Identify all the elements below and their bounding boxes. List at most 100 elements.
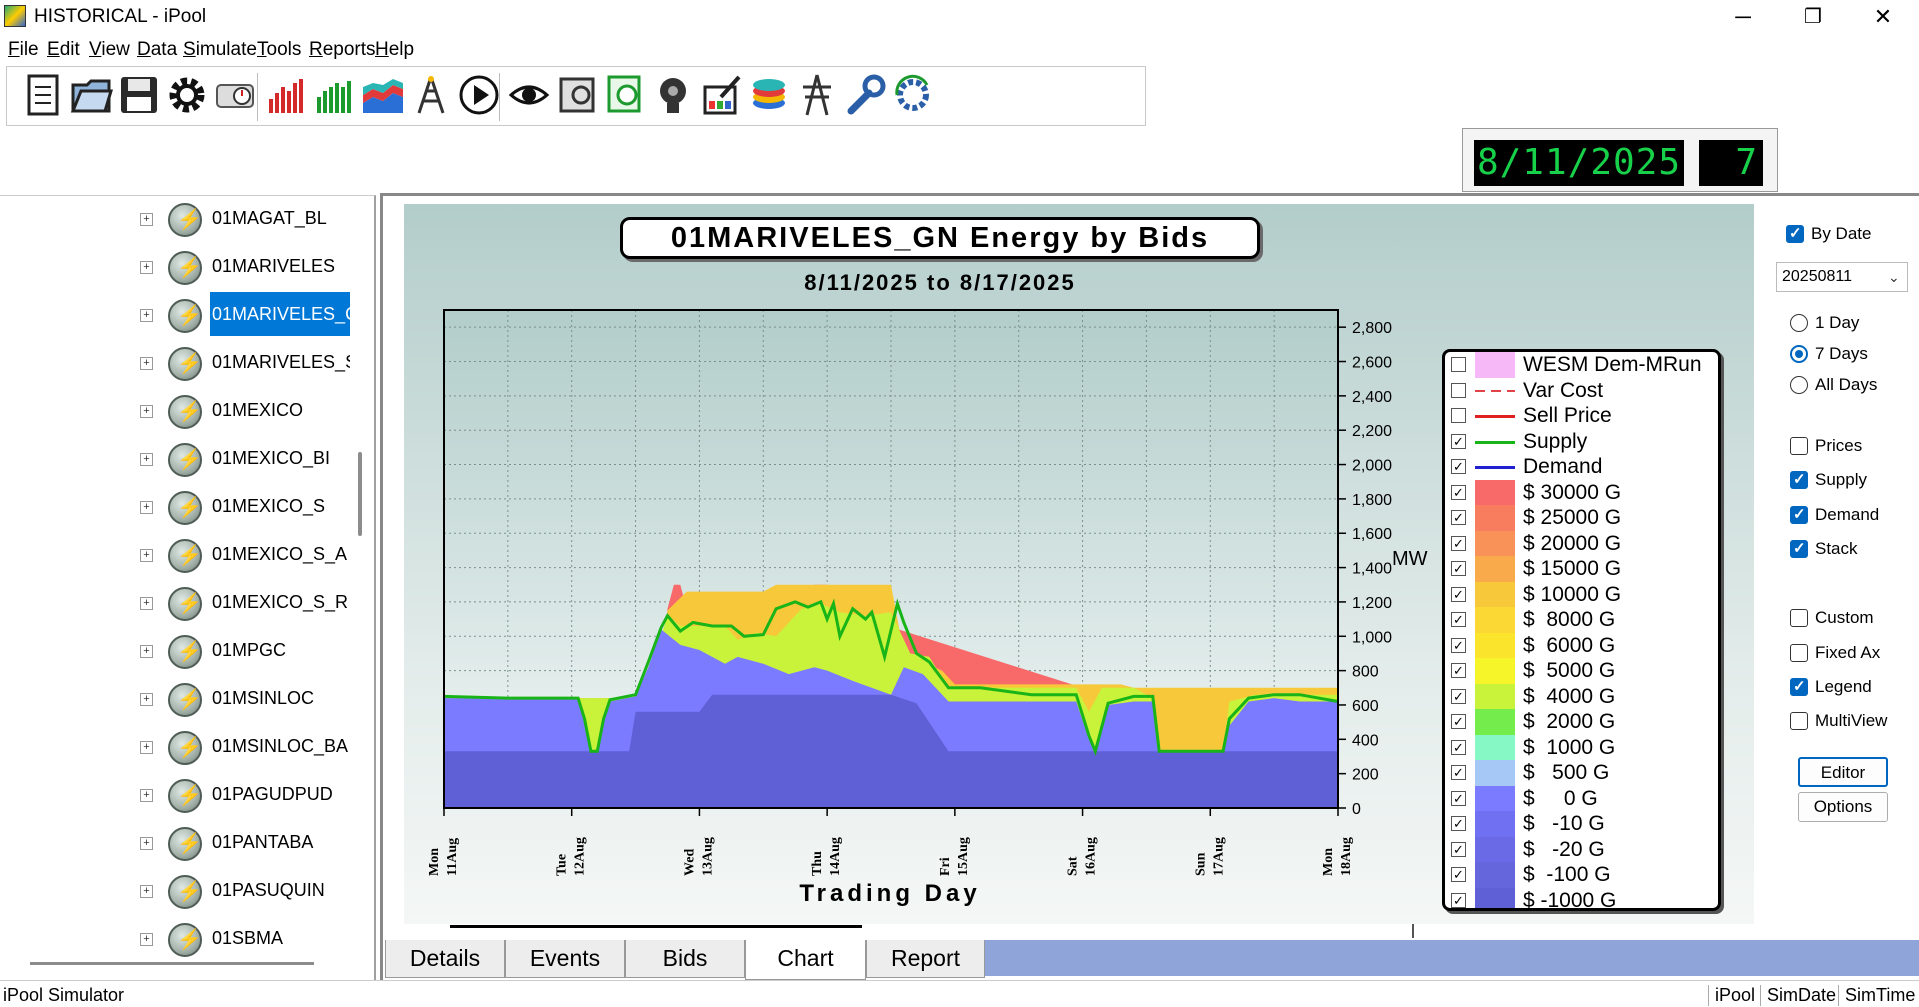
tree-item[interactable]: +01MSINLOC [0,676,350,720]
expand-icon[interactable]: + [140,741,153,754]
magnify-chart-button[interactable] [599,71,651,123]
series-stack-checkbox[interactable] [1790,539,1808,558]
expand-icon[interactable]: + [140,501,153,514]
range-radio[interactable] [1790,345,1808,363]
legend-checkbox[interactable]: ✓ [1451,892,1466,908]
legend-checkbox[interactable] [1451,408,1466,423]
legend-checkbox[interactable]: ✓ [1451,739,1466,755]
editor-button[interactable]: Editor [1798,757,1888,787]
tree-item[interactable]: +01PAGUDPUD [0,772,350,816]
legend-item[interactable]: Var Cost [1445,378,1718,404]
tree-item[interactable]: +01MARIVELES_S [0,340,350,384]
tree-item[interactable]: +01SBMA [0,916,350,960]
legend-item[interactable]: ✓ $ 6000 G [1445,632,1718,659]
legend-checkbox[interactable]: ✓ [1451,688,1466,704]
settings-gear-button[interactable] [161,71,213,123]
transmission-tower-button[interactable] [791,71,843,123]
legend-item[interactable]: ✓ $ 20000 G [1445,530,1718,557]
tree-item[interactable]: +01MAGAT_BL [0,196,350,240]
new-document-button[interactable] [17,71,69,123]
tree-vertical-scrollbar[interactable] [358,452,362,536]
expand-icon[interactable]: + [140,309,153,322]
range-radio[interactable] [1790,376,1808,394]
legend-item[interactable]: ✓ $ 25000 G [1445,505,1718,531]
minimize-button[interactable]: ─ [1735,4,1751,29]
menu-data[interactable]: Data [137,39,177,61]
legend-checkbox[interactable]: ✓ [1451,867,1466,882]
legend-checkbox[interactable]: ✓ [1451,535,1466,551]
legend-item[interactable]: ✓ $ -20 G [1445,836,1718,863]
legend-checkbox[interactable]: ✓ [1451,459,1466,474]
series-supply-checkbox[interactable] [1790,470,1808,489]
legend-checkbox[interactable]: ✓ [1451,510,1466,525]
expand-icon[interactable]: + [140,645,153,658]
menu-help[interactable]: Help [375,39,414,61]
timer-button[interactable] [209,71,261,123]
tree-item[interactable]: +01MPGC [0,628,350,672]
tree-item[interactable]: +01MSINLOC_BA [0,724,350,768]
option-legend-checkbox[interactable] [1790,677,1808,696]
legend-item[interactable]: ✓ $ 500 G [1445,760,1718,786]
tab-bids[interactable]: Bids [625,940,745,978]
legend-item[interactable]: ✓ $ 10000 G [1445,581,1718,608]
option-fixed-ax-checkbox[interactable] [1790,644,1808,662]
tab-chart[interactable]: Chart [745,940,866,980]
expand-icon[interactable]: + [140,213,153,226]
chevron-down-icon[interactable]: ⌄ [1888,269,1900,285]
legend-checkbox[interactable]: ✓ [1451,561,1466,576]
legend-item[interactable]: Sell Price [1445,403,1718,429]
layers-button[interactable] [743,71,795,123]
menu-tools[interactable]: Tools [257,39,301,61]
expand-icon[interactable]: + [140,549,153,562]
edit-palette-button[interactable] [695,71,747,123]
expand-icon[interactable]: + [140,885,153,898]
inspect-eye-button[interactable] [503,71,555,123]
expand-icon[interactable]: + [140,837,153,850]
expand-icon[interactable]: + [140,933,153,946]
legend-item[interactable]: ✓ $ 30000 G [1445,479,1718,506]
legend-item[interactable]: ✓ $ -1000 G [1445,887,1718,908]
tree-horizontal-scrollbar[interactable] [30,962,314,965]
range-radio[interactable] [1790,314,1808,332]
tree-item[interactable]: +01MEXICO_BI [0,436,350,480]
legend-checkbox[interactable]: ✓ [1451,790,1466,806]
bar-chart-red-button[interactable] [261,71,313,123]
close-button[interactable]: ✕ [1873,4,1893,29]
expand-icon[interactable]: + [140,357,153,370]
legend-checkbox[interactable]: ✓ [1451,663,1466,678]
tree-item[interactable]: +01MEXICO_S_A [0,532,350,576]
tree-item[interactable]: +01MARIVELES_GN [0,291,351,337]
series-demand-checkbox[interactable] [1790,505,1808,524]
menu-edit[interactable]: Edit [47,39,80,61]
expand-icon[interactable]: + [140,453,153,466]
by-date-checkbox[interactable] [1786,224,1804,243]
expand-icon[interactable]: + [140,261,153,274]
legend-checkbox[interactable]: ✓ [1451,714,1466,729]
date-select[interactable]: 20250811 [1776,262,1908,292]
legend-item[interactable]: ✓ $ 5000 G [1445,658,1718,684]
tower-button[interactable] [405,71,457,123]
tab-report[interactable]: Report [866,940,985,978]
bar-chart-green-button[interactable] [309,71,361,123]
expand-icon[interactable]: + [140,693,153,706]
legend-item[interactable]: ✓ $ 1000 G [1445,734,1718,761]
legend-checkbox[interactable]: ✓ [1451,484,1466,500]
expand-icon[interactable]: + [140,405,153,418]
legend-item[interactable]: ✓ Demand [1445,454,1718,480]
expand-icon[interactable]: + [140,597,153,610]
tree-item[interactable]: +01PASUQUIN [0,868,350,912]
tab-details[interactable]: Details [385,940,505,978]
legend-item[interactable]: ✓ $ 15000 G [1445,556,1718,582]
menu-simulate[interactable]: Simulate [183,39,257,61]
maximize-button[interactable]: ❐ [1804,6,1822,28]
stacked-chart-button[interactable] [357,71,409,123]
option-custom-checkbox[interactable] [1790,609,1808,627]
legend-checkbox[interactable]: ✓ [1451,816,1466,831]
expand-icon[interactable]: + [140,789,153,802]
play-button[interactable] [453,71,505,123]
scan-button[interactable] [551,71,603,123]
legend-item[interactable]: ✓ $ 2000 G [1445,709,1718,735]
series-prices-checkbox[interactable] [1790,437,1808,455]
options-button[interactable]: Options [1798,792,1888,822]
menu-reports[interactable]: Reports [309,39,376,61]
